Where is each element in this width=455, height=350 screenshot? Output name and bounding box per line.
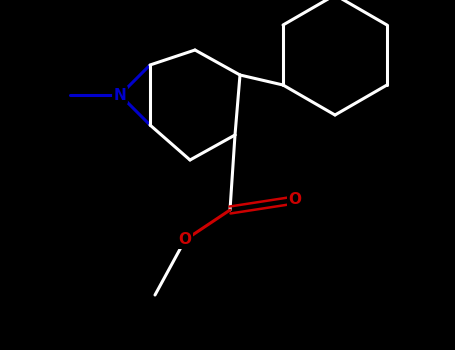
Text: O: O: [288, 193, 302, 208]
Text: N: N: [114, 88, 126, 103]
Text: O: O: [178, 232, 192, 247]
